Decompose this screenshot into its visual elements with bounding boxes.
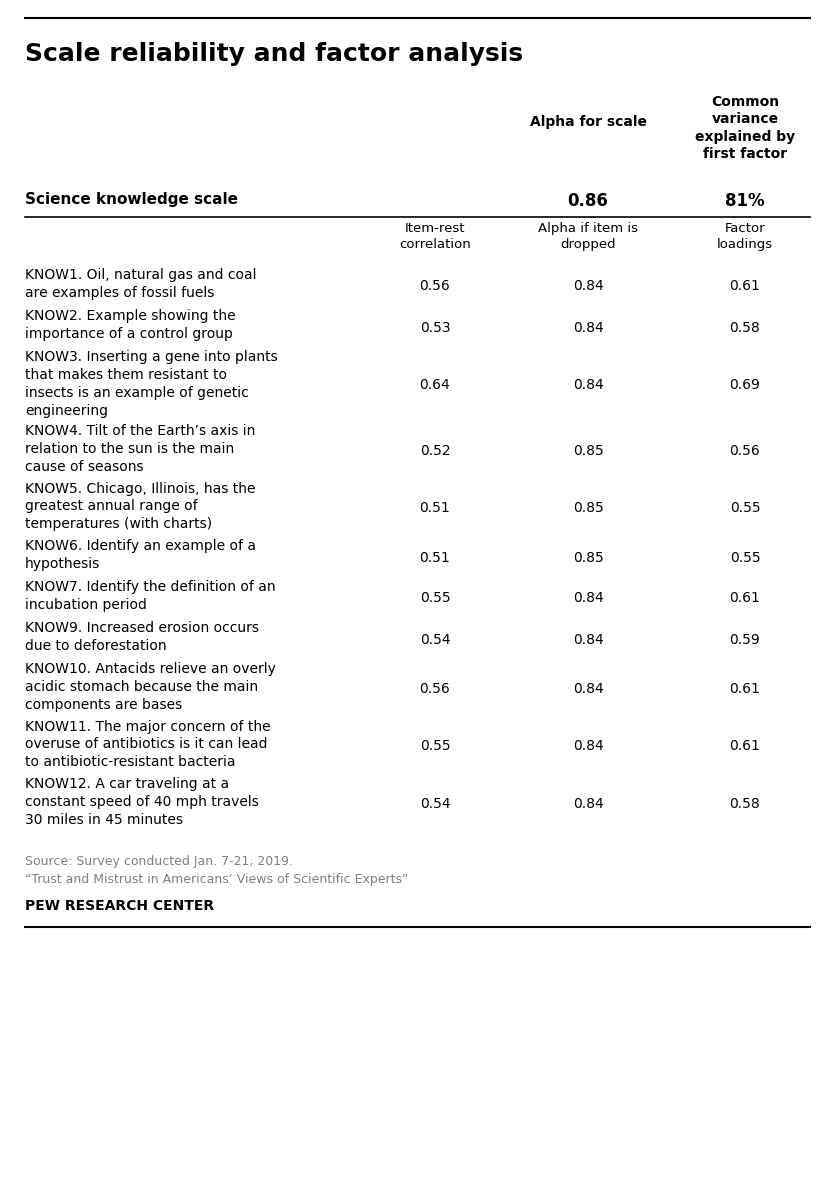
Text: 0.64: 0.64 <box>419 378 450 392</box>
Text: KNOW11. The major concern of the
overuse of antibiotics is it can lead
to antibi: KNOW11. The major concern of the overuse… <box>25 720 270 769</box>
Text: 0.61: 0.61 <box>729 739 759 753</box>
Text: 0.58: 0.58 <box>729 796 759 811</box>
Text: Common
variance
explained by
first factor: Common variance explained by first facto… <box>694 96 794 161</box>
Text: 0.55: 0.55 <box>419 591 450 605</box>
Text: Scale reliability and factor analysis: Scale reliability and factor analysis <box>25 42 523 66</box>
Text: 81%: 81% <box>724 192 764 210</box>
Text: 0.56: 0.56 <box>419 682 450 696</box>
Text: 0.56: 0.56 <box>419 279 450 294</box>
Text: 0.84: 0.84 <box>572 591 603 605</box>
Text: KNOW4. Tilt of the Earth’s axis in
relation to the sun is the main
cause of seas: KNOW4. Tilt of the Earth’s axis in relat… <box>25 424 255 474</box>
Text: 0.56: 0.56 <box>729 444 759 457</box>
Text: 0.54: 0.54 <box>419 796 450 811</box>
Text: KNOW12. A car traveling at a
constant speed of 40 mph travels
30 miles in 45 min: KNOW12. A car traveling at a constant sp… <box>25 777 259 826</box>
Text: Source: Survey conducted Jan. 7-21, 2019.: Source: Survey conducted Jan. 7-21, 2019… <box>25 855 293 868</box>
Text: 0.84: 0.84 <box>572 320 603 334</box>
Text: 0.55: 0.55 <box>419 739 450 753</box>
Text: 0.84: 0.84 <box>572 682 603 696</box>
Text: 0.84: 0.84 <box>572 739 603 753</box>
Text: KNOW7. Identify the definition of an
incubation period: KNOW7. Identify the definition of an inc… <box>25 580 275 611</box>
Text: 0.51: 0.51 <box>419 550 450 565</box>
Text: 0.54: 0.54 <box>419 633 450 646</box>
Text: 0.86: 0.86 <box>566 192 608 210</box>
Text: PEW RESEARCH CENTER: PEW RESEARCH CENTER <box>25 899 214 912</box>
Text: 0.55: 0.55 <box>729 501 759 516</box>
Text: 0.84: 0.84 <box>572 378 603 392</box>
Text: Science knowledge scale: Science knowledge scale <box>25 192 237 207</box>
Text: KNOW6. Identify an example of a
hypothesis: KNOW6. Identify an example of a hypothes… <box>25 538 256 571</box>
Text: Factor
loadings: Factor loadings <box>716 222 772 251</box>
Text: “Trust and Mistrust in Americans’ Views of Scientific Experts”: “Trust and Mistrust in Americans’ Views … <box>25 873 408 886</box>
Text: KNOW9. Increased erosion occurs
due to deforestation: KNOW9. Increased erosion occurs due to d… <box>25 621 259 653</box>
Text: 0.69: 0.69 <box>729 378 759 392</box>
Text: KNOW5. Chicago, Illinois, has the
greatest annual range of
temperatures (with ch: KNOW5. Chicago, Illinois, has the greate… <box>25 481 256 531</box>
Text: 0.59: 0.59 <box>729 633 759 646</box>
Text: 0.85: 0.85 <box>572 550 603 565</box>
Text: 0.53: 0.53 <box>419 320 450 334</box>
Text: Item-rest
correlation: Item-rest correlation <box>399 222 471 251</box>
Text: 0.84: 0.84 <box>572 279 603 294</box>
Text: KNOW2. Example showing the
importance of a control group: KNOW2. Example showing the importance of… <box>25 309 236 340</box>
Text: Alpha if item is
dropped: Alpha if item is dropped <box>538 222 638 251</box>
Text: 0.61: 0.61 <box>729 279 759 294</box>
Text: 0.84: 0.84 <box>572 796 603 811</box>
Text: Alpha for scale: Alpha for scale <box>528 115 646 129</box>
Text: KNOW1. Oil, natural gas and coal
are examples of fossil fuels: KNOW1. Oil, natural gas and coal are exa… <box>25 267 256 300</box>
Text: KNOW3. Inserting a gene into plants
that makes them resistant to
insects is an e: KNOW3. Inserting a gene into plants that… <box>25 350 277 418</box>
Text: 0.51: 0.51 <box>419 501 450 516</box>
Text: KNOW10. Antacids relieve an overly
acidic stomach because the main
components ar: KNOW10. Antacids relieve an overly acidi… <box>25 661 275 712</box>
Text: 0.85: 0.85 <box>572 501 603 516</box>
Text: 0.58: 0.58 <box>729 320 759 334</box>
Text: 0.52: 0.52 <box>419 444 450 457</box>
Text: 0.61: 0.61 <box>729 591 759 605</box>
Text: 0.55: 0.55 <box>729 550 759 565</box>
Text: 0.85: 0.85 <box>572 444 603 457</box>
Text: 0.61: 0.61 <box>729 682 759 696</box>
Text: 0.84: 0.84 <box>572 633 603 646</box>
